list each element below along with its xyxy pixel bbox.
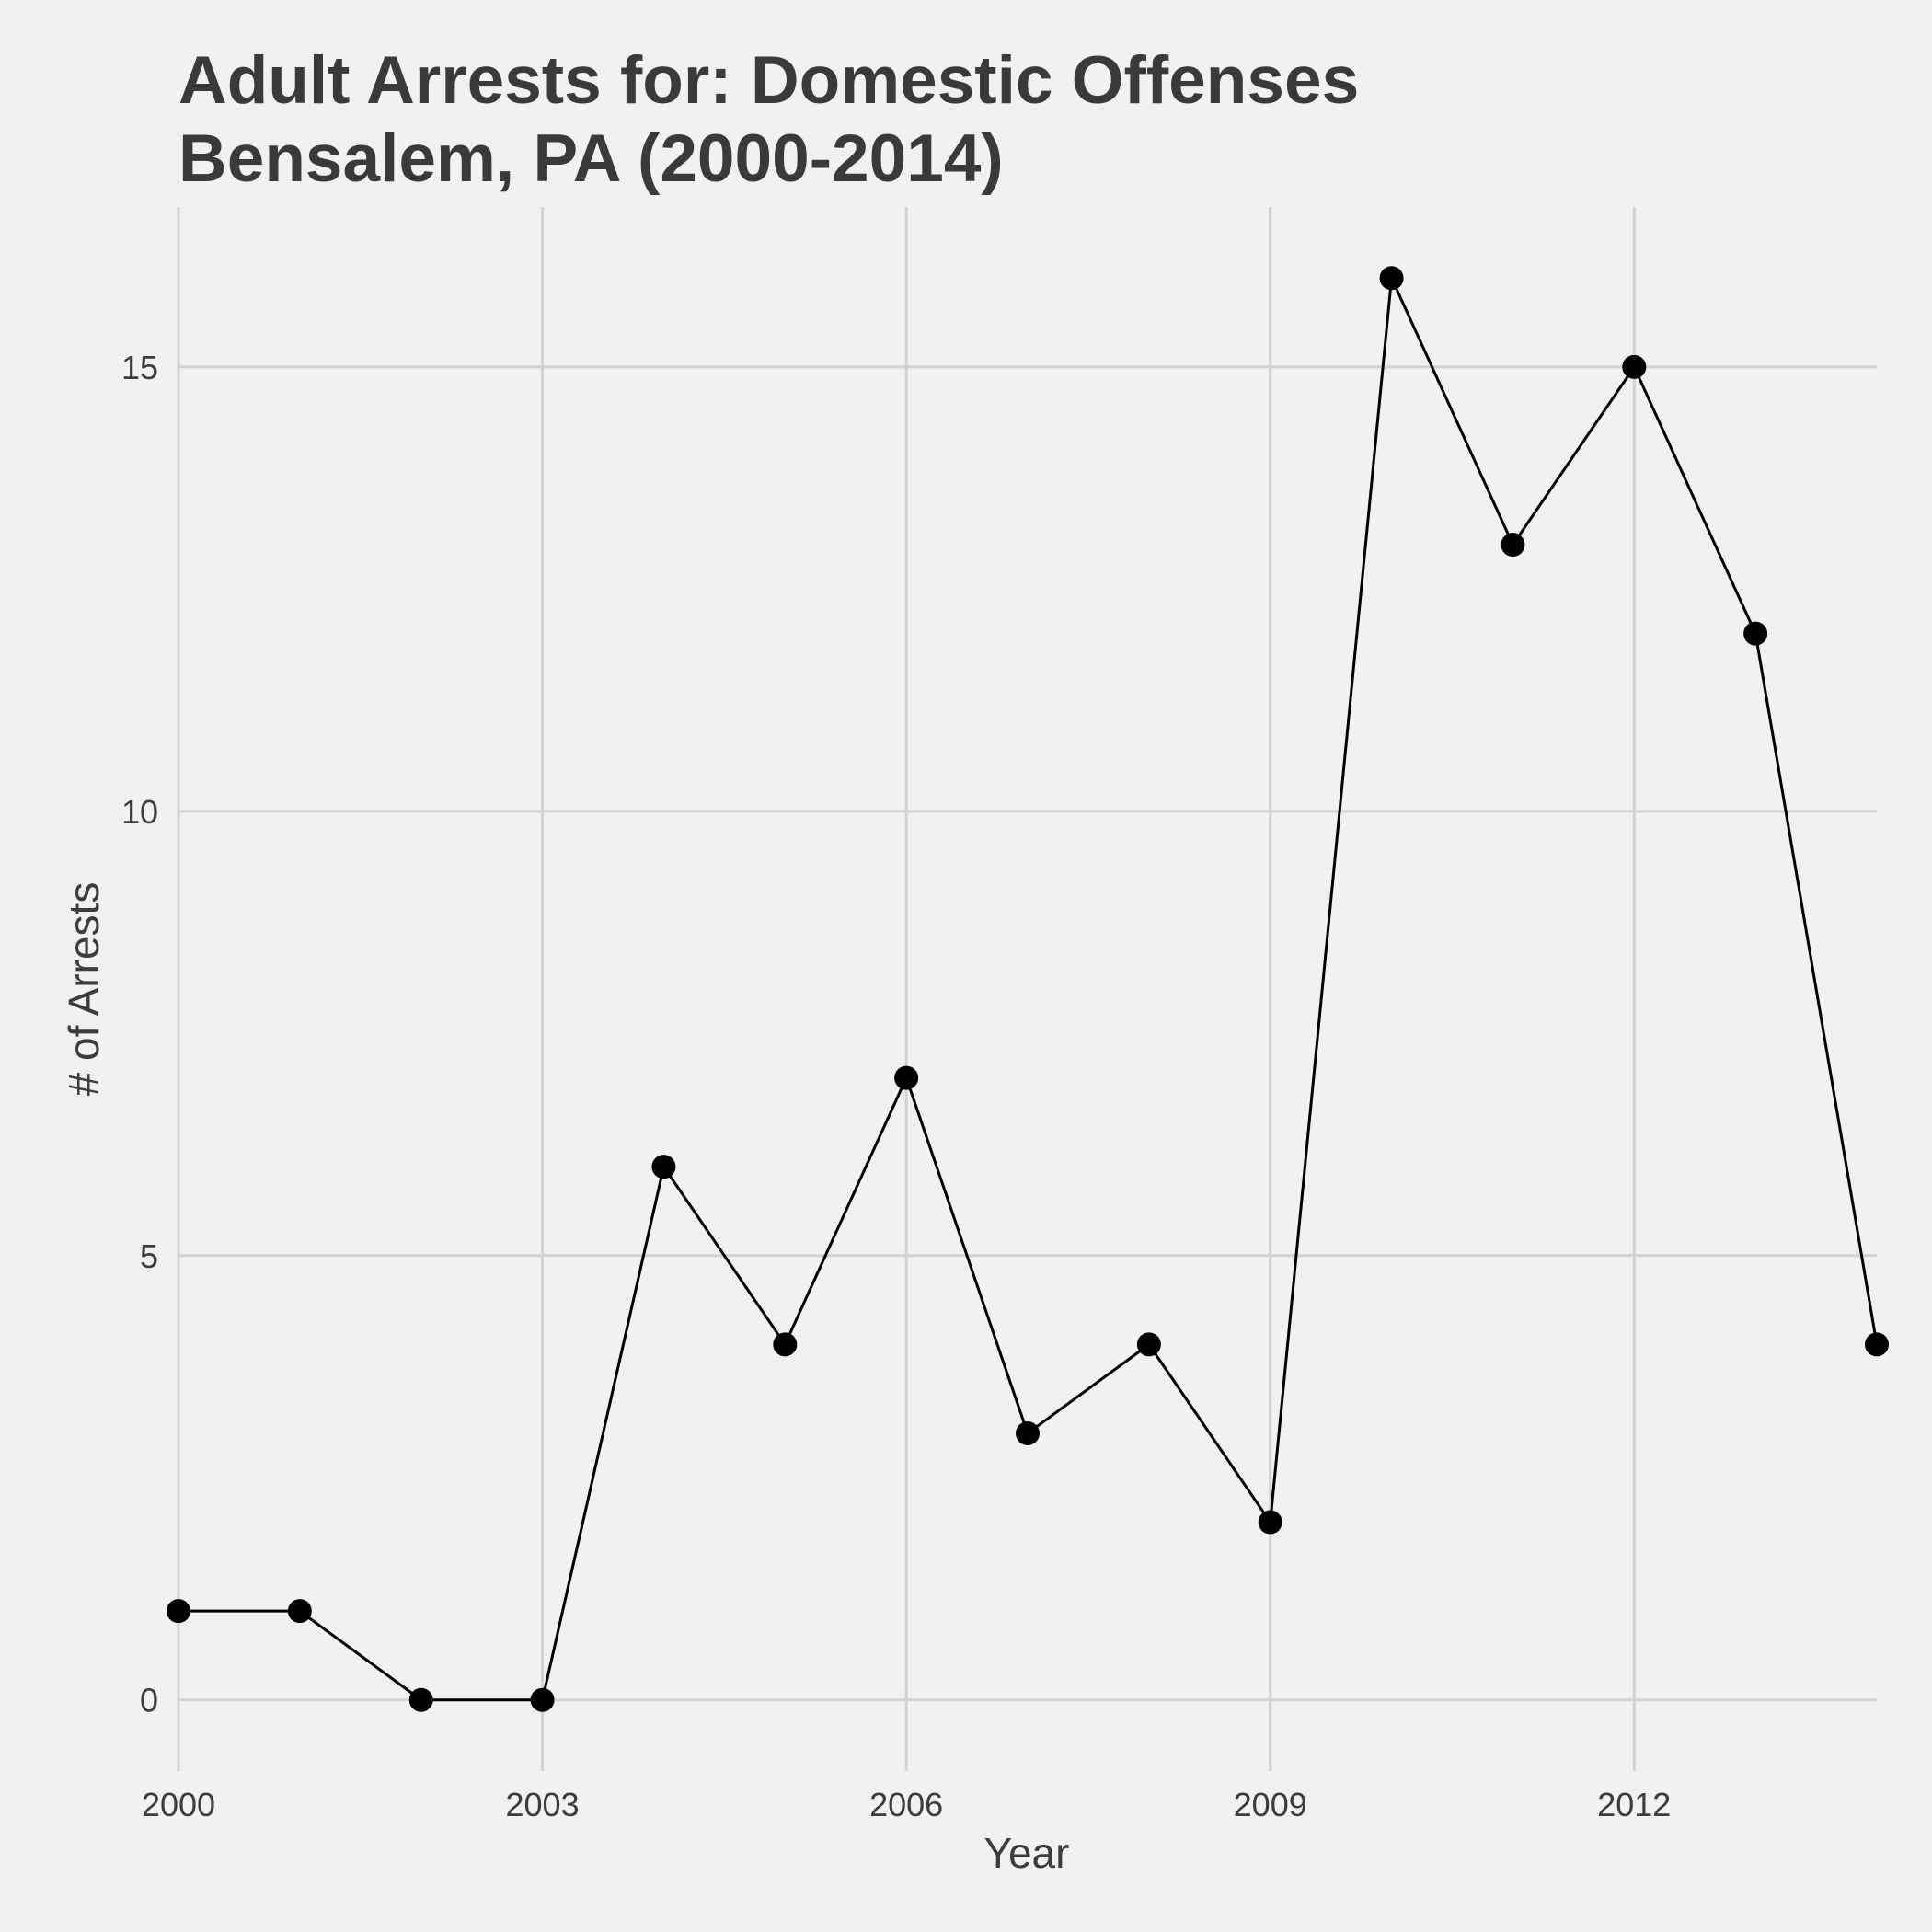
data-point <box>651 1155 676 1179</box>
data-point <box>287 1599 312 1624</box>
data-point <box>1865 1332 1889 1357</box>
data-point <box>408 1687 433 1712</box>
data-point <box>1016 1420 1040 1445</box>
grid-lines <box>177 207 1877 1771</box>
data-point <box>1501 533 1525 558</box>
x-axis-title: Year <box>984 1829 1070 1877</box>
y-tick-label: 15 <box>121 349 158 386</box>
x-tick-label: 2000 <box>142 1786 215 1823</box>
y-tick-label: 10 <box>121 793 158 831</box>
y-axis-title: # of Arrests <box>60 882 108 1097</box>
data-points <box>167 266 1889 1712</box>
data-point <box>894 1065 919 1090</box>
chart-title: Adult Arrests for: Domestic Offenses <box>178 43 1359 118</box>
chart-subtitle: Bensalem, PA (2000-2014) <box>178 121 1004 196</box>
x-tick-label: 2006 <box>869 1786 943 1823</box>
data-point <box>167 1599 190 1624</box>
y-tick-label: 5 <box>140 1237 158 1275</box>
series-lines <box>178 272 1879 1702</box>
data-point <box>773 1332 798 1357</box>
x-tick-label: 2012 <box>1597 1786 1671 1823</box>
data-point <box>530 1687 555 1712</box>
data-point <box>1379 266 1404 291</box>
data-point <box>1136 1332 1161 1357</box>
data-point <box>1622 354 1647 379</box>
data-point <box>1258 1510 1282 1535</box>
x-tick-label: 2003 <box>506 1786 580 1823</box>
tick-labels: 0 5 10 15 2000 2003 2006 2009 2012 <box>121 349 1671 1823</box>
y-tick-label: 0 <box>140 1682 158 1719</box>
series-line <box>178 272 1879 1702</box>
x-tick-label: 2009 <box>1234 1786 1307 1823</box>
data-point <box>1743 621 1768 646</box>
